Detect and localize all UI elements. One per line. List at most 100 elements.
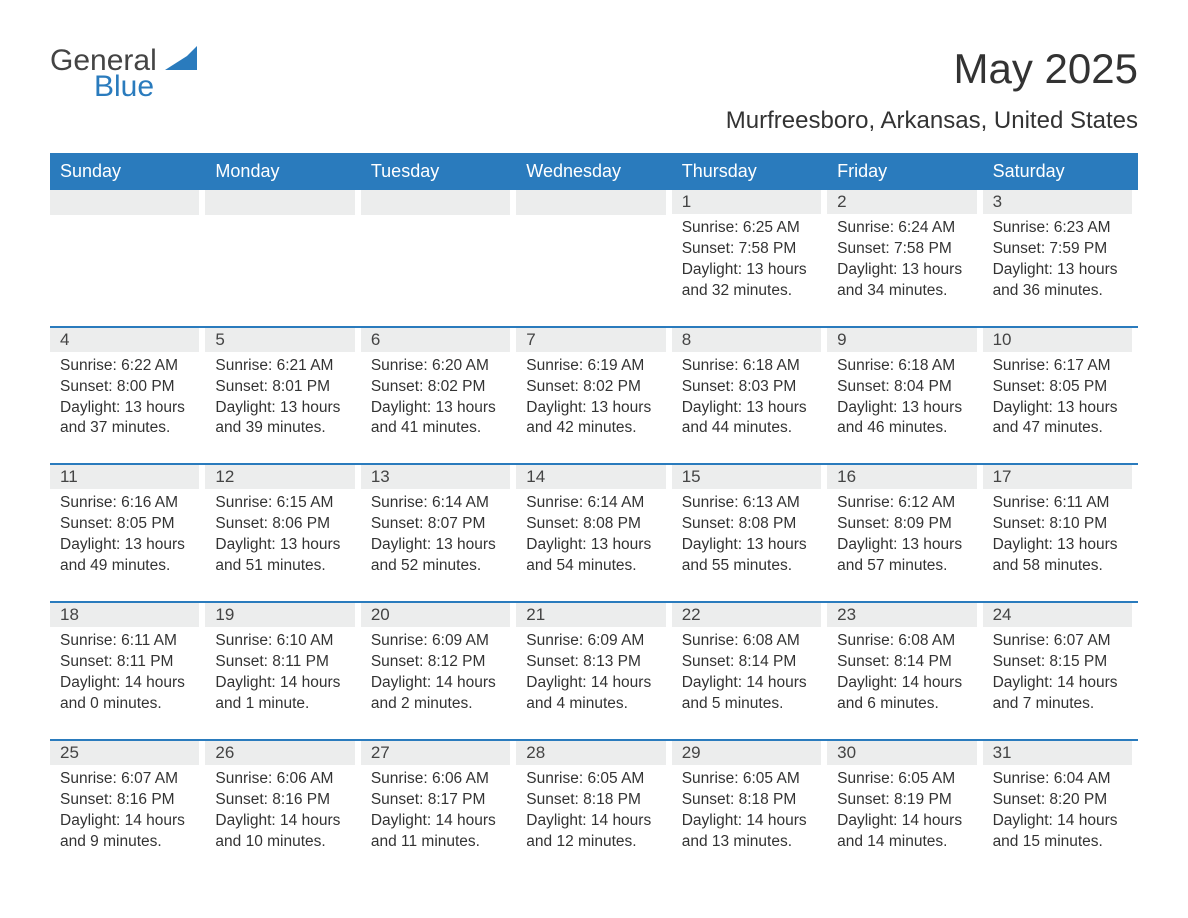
calendar-cell [50,190,205,302]
day-number: 6 [361,328,510,352]
sunrise-text: Sunrise: 6:12 AM [837,493,972,514]
sunrise-text: Sunrise: 6:06 AM [371,769,506,790]
day-number: 20 [361,603,510,627]
calendar-cell: 9Sunrise: 6:18 AMSunset: 8:04 PMDaylight… [827,328,982,440]
calendar-cell: 4Sunrise: 6:22 AMSunset: 8:00 PMDaylight… [50,328,205,440]
day-content: Sunrise: 6:07 AMSunset: 8:15 PMDaylight:… [983,627,1132,715]
sunset-text: Sunset: 7:59 PM [993,239,1128,260]
day-content: Sunrise: 6:25 AMSunset: 7:58 PMDaylight:… [672,214,821,302]
logo-text: General Blue [50,45,197,102]
day-number: 26 [205,741,354,765]
sunrise-text: Sunrise: 6:14 AM [526,493,661,514]
sunrise-text: Sunrise: 6:19 AM [526,356,661,377]
day-content: Sunrise: 6:11 AMSunset: 8:10 PMDaylight:… [983,489,1132,577]
sunrise-text: Sunrise: 6:08 AM [837,631,972,652]
day-number: 8 [672,328,821,352]
sunset-text: Sunset: 8:02 PM [526,377,661,398]
day-number: 13 [361,465,510,489]
sunset-text: Sunset: 8:03 PM [682,377,817,398]
sunset-text: Sunset: 8:18 PM [526,790,661,811]
sunset-text: Sunset: 7:58 PM [682,239,817,260]
sunrise-text: Sunrise: 6:18 AM [837,356,972,377]
calendar-cell: 26Sunrise: 6:06 AMSunset: 8:16 PMDayligh… [205,741,360,853]
day-content: Sunrise: 6:18 AMSunset: 8:03 PMDaylight:… [672,352,821,440]
daylight-text: Daylight: 14 hours and 6 minutes. [837,673,972,715]
sunrise-text: Sunrise: 6:09 AM [526,631,661,652]
calendar-cell: 22Sunrise: 6:08 AMSunset: 8:14 PMDayligh… [672,603,827,715]
daylight-text: Daylight: 13 hours and 49 minutes. [60,535,195,577]
sunset-text: Sunset: 8:11 PM [60,652,195,673]
day-number: 7 [516,328,665,352]
sunrise-text: Sunrise: 6:07 AM [993,631,1128,652]
daylight-text: Daylight: 14 hours and 13 minutes. [682,811,817,853]
sunset-text: Sunset: 8:05 PM [60,514,195,535]
calendar-cell: 30Sunrise: 6:05 AMSunset: 8:19 PMDayligh… [827,741,982,853]
day-header: Saturday [983,153,1138,190]
daylight-text: Daylight: 14 hours and 2 minutes. [371,673,506,715]
daylight-text: Daylight: 14 hours and 5 minutes. [682,673,817,715]
day-content: Sunrise: 6:06 AMSunset: 8:16 PMDaylight:… [205,765,354,853]
empty-day-header [50,190,199,215]
sunset-text: Sunset: 8:12 PM [371,652,506,673]
daylight-text: Daylight: 13 hours and 37 minutes. [60,398,195,440]
calendar-cell: 13Sunrise: 6:14 AMSunset: 8:07 PMDayligh… [361,465,516,577]
daylight-text: Daylight: 13 hours and 34 minutes. [837,260,972,302]
daylight-text: Daylight: 14 hours and 15 minutes. [993,811,1128,853]
empty-day-header [205,190,354,215]
calendar-cell: 16Sunrise: 6:12 AMSunset: 8:09 PMDayligh… [827,465,982,577]
sunset-text: Sunset: 8:19 PM [837,790,972,811]
day-header: Monday [205,153,360,190]
sunrise-text: Sunrise: 6:07 AM [60,769,195,790]
day-number: 31 [983,741,1132,765]
calendar-cell: 3Sunrise: 6:23 AMSunset: 7:59 PMDaylight… [983,190,1138,302]
sunrise-text: Sunrise: 6:04 AM [993,769,1128,790]
daylight-text: Daylight: 13 hours and 42 minutes. [526,398,661,440]
sunrise-text: Sunrise: 6:05 AM [682,769,817,790]
day-number: 16 [827,465,976,489]
day-number: 18 [50,603,199,627]
calendar-cell: 8Sunrise: 6:18 AMSunset: 8:03 PMDaylight… [672,328,827,440]
day-header: Friday [827,153,982,190]
day-content: Sunrise: 6:15 AMSunset: 8:06 PMDaylight:… [205,489,354,577]
logo-mark-icon [165,44,197,77]
sunset-text: Sunset: 8:05 PM [993,377,1128,398]
sunset-text: Sunset: 8:08 PM [526,514,661,535]
sunrise-text: Sunrise: 6:13 AM [682,493,817,514]
calendar-cell: 25Sunrise: 6:07 AMSunset: 8:16 PMDayligh… [50,741,205,853]
empty-day-header [516,190,665,215]
day-content: Sunrise: 6:20 AMSunset: 8:02 PMDaylight:… [361,352,510,440]
calendar-body: 1Sunrise: 6:25 AMSunset: 7:58 PMDaylight… [50,190,1138,852]
daylight-text: Daylight: 13 hours and 54 minutes. [526,535,661,577]
day-number: 5 [205,328,354,352]
calendar-cell: 18Sunrise: 6:11 AMSunset: 8:11 PMDayligh… [50,603,205,715]
sunrise-text: Sunrise: 6:14 AM [371,493,506,514]
sunset-text: Sunset: 8:20 PM [993,790,1128,811]
sunset-text: Sunset: 8:15 PM [993,652,1128,673]
sunset-text: Sunset: 8:16 PM [60,790,195,811]
day-content: Sunrise: 6:21 AMSunset: 8:01 PMDaylight:… [205,352,354,440]
day-content: Sunrise: 6:09 AMSunset: 8:12 PMDaylight:… [361,627,510,715]
day-number: 4 [50,328,199,352]
sunset-text: Sunset: 8:07 PM [371,514,506,535]
sunset-text: Sunset: 8:00 PM [60,377,195,398]
day-number: 11 [50,465,199,489]
daylight-text: Daylight: 13 hours and 41 minutes. [371,398,506,440]
day-content: Sunrise: 6:23 AMSunset: 7:59 PMDaylight:… [983,214,1132,302]
daylight-text: Daylight: 14 hours and 4 minutes. [526,673,661,715]
daylight-text: Daylight: 14 hours and 1 minute. [215,673,350,715]
daylight-text: Daylight: 13 hours and 46 minutes. [837,398,972,440]
day-content: Sunrise: 6:08 AMSunset: 8:14 PMDaylight:… [672,627,821,715]
day-number: 2 [827,190,976,214]
day-number: 28 [516,741,665,765]
calendar-cell: 14Sunrise: 6:14 AMSunset: 8:08 PMDayligh… [516,465,671,577]
sunrise-text: Sunrise: 6:11 AM [993,493,1128,514]
day-content: Sunrise: 6:24 AMSunset: 7:58 PMDaylight:… [827,214,976,302]
calendar-cell: 7 Sunrise: 6:19 AMSunset: 8:02 PMDaylight… [516,328,671,440]
day-header: Wednesday [516,153,671,190]
calendar-header-row: SundayMondayTuesdayWednesdayThursdayFrid… [50,153,1138,190]
day-number: 25 [50,741,199,765]
sunrise-text: Sunrise: 6:15 AM [215,493,350,514]
day-header: Tuesday [361,153,516,190]
sunset-text: Sunset: 8:11 PM [215,652,350,673]
day-content: Sunrise: 6:22 AMSunset: 8:00 PMDaylight:… [50,352,199,440]
